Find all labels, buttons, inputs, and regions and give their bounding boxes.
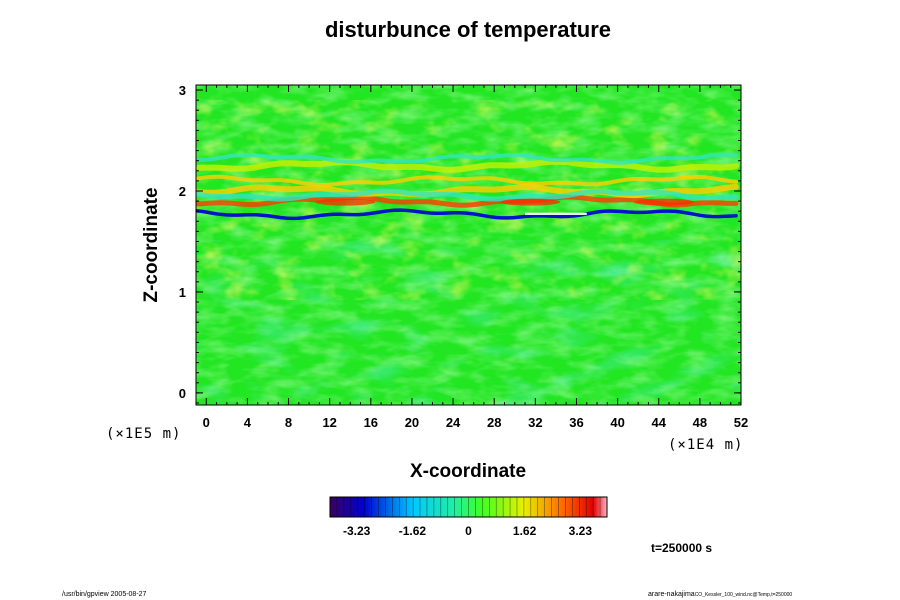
cold-band [196,208,738,221]
y-tick-label: 3 [179,83,186,98]
x-tick-label: 20 [405,415,419,430]
footer-left: /usr/bin/gpview 2005-08-27 [62,591,147,598]
y-tick-label: 1 [179,285,186,300]
colorbar-tick-label: -3.23 [343,524,371,538]
warm-band [196,174,738,187]
x-tick-label: 52 [734,415,748,430]
x-tick-label: 32 [528,415,542,430]
colorbar-tick-label: 0 [465,524,472,538]
blank-gap [525,212,587,215]
colorbar-tick-label: -1.62 [399,524,427,538]
x-tick-label: 40 [610,415,624,430]
warm-patch [315,198,376,206]
x-axis-label: X-coordinate [410,461,526,482]
y-axis-label: Z-coordinate [141,187,162,302]
y-unit-label: (×1E5 m) [106,426,181,442]
colorbar-labels: -3.23 -1.62 0 1.62 3.23 [343,524,592,538]
y-tick-label: 0 [179,386,186,401]
cold-band [196,188,739,202]
y-tick-label: 2 [179,184,186,199]
chart-title: disturbunce of temperature [325,17,611,42]
x-tick-label: 48 [693,415,707,430]
x-tick-label: 28 [487,415,501,430]
field-bands [196,152,739,221]
cold-band [196,152,738,165]
x-tick-label: 44 [652,415,667,430]
x-tick-label: 0 [203,415,210,430]
x-ticks: 0 4 8 12 16 20 24 28 32 36 40 44 48 52 [203,85,748,430]
x-tick-label: 8 [285,415,292,430]
x-tick-label: 12 [322,415,336,430]
warm-band [196,158,739,173]
footer-right: arare-nakajimaCO_Kessler_100_wind.nc@Tem… [648,591,792,598]
x-unit-label: (×1E4 m) [668,437,743,453]
colorbar-dividers [336,497,601,517]
footer-right-main: arare-nakajima [648,591,695,598]
colorbar: -3.23 -1.62 0 1.62 3.23 [329,496,608,538]
footer-right-small: CO_Kessler_100_wind.nc@Temp,t=250000 [695,592,793,598]
heatmap-field [196,85,741,405]
plot-frame [195,84,742,406]
x-tick-label: 36 [569,415,583,430]
x-tick-label: 16 [364,415,378,430]
warm-patch [500,198,561,206]
colorbar-tick-label: 3.23 [569,524,593,538]
y-ticks: 0 1 2 3 [179,83,741,404]
time-label: t=250000 s [651,541,712,555]
colorbar-tick-label: 1.62 [513,524,537,538]
warm-patch [633,198,694,206]
x-tick-label: 4 [244,415,252,430]
x-tick-label: 24 [446,415,461,430]
